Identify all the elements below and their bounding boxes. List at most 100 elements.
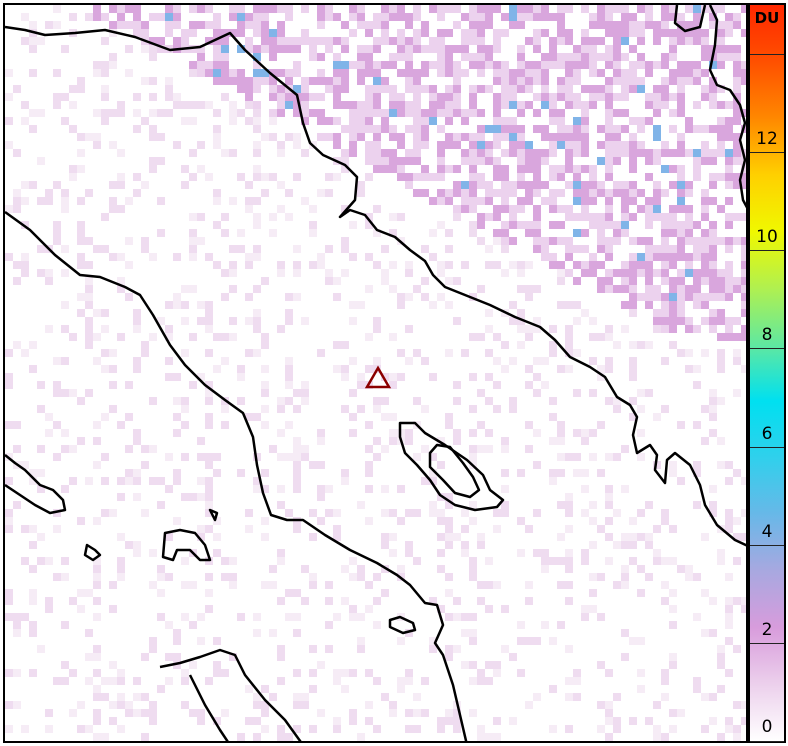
so2-pixel [485,445,493,453]
so2-pixel [605,101,613,109]
so2-pixel [525,69,533,77]
so2-pixel [189,29,197,37]
so2-pixel [573,469,581,477]
so2-pixel [629,277,637,285]
so2-pixel [149,53,157,61]
so2-pixel [269,85,277,93]
so2-pixel [37,445,45,453]
so2-pixel [245,349,253,357]
so2-pixel [421,709,429,717]
so2-pixel [613,693,621,701]
so2-pixel [205,573,213,581]
so2-pixel [557,277,565,285]
so2-pixel [165,93,173,101]
so2-pixel [573,149,581,157]
so2-pixel [229,285,237,293]
so2-pixel [189,245,197,253]
so2-pixel [213,125,221,133]
so2-pixel [509,69,517,77]
so2-pixel [165,373,173,381]
so2-pixel [733,133,741,141]
so2-pixel [133,125,141,133]
so2-pixel [293,693,301,701]
so2-pixel [181,581,189,589]
colorbar-tick [750,741,784,742]
so2-pixel [325,173,333,181]
so2-pixel [629,13,637,21]
so2-pixel [533,373,541,381]
so2-pixel [453,397,461,405]
so2-pixel [349,109,357,117]
so2-pixel [61,301,69,309]
so2-pixel [733,13,741,21]
volcano-triangle-icon[interactable] [364,365,392,389]
so2-pixel [173,101,181,109]
so2-pixel [133,357,141,365]
so2-pixel [557,453,565,461]
so2-pixel [477,181,485,189]
so2-pixel [245,293,253,301]
so2-pixel [93,69,101,77]
so2-pixel [61,325,69,333]
so2-pixel [269,53,277,61]
map-panel[interactable] [3,3,748,743]
so2-pixel [509,357,517,365]
so2-pixel [365,69,373,77]
so2-pixel [653,181,661,189]
so2-pixel [709,277,717,285]
so2-pixel [613,269,621,277]
so2-pixel [469,501,477,509]
so2-pixel [301,445,309,453]
so2-pixel [413,85,421,93]
so2-pixel [29,477,37,485]
so2-pixel [245,509,253,517]
so2-pixel [317,53,325,61]
so2-pixel [445,229,453,237]
so2-pixel [149,45,157,53]
so2-pixel [509,301,517,309]
so2-pixel [253,221,261,229]
so2-pixel [493,661,501,669]
so2-pixel [197,493,205,501]
island-west [5,454,67,515]
so2-pixel [493,77,501,85]
so2-pixel [389,533,397,541]
so2-pixel [453,533,461,541]
so2-pixel [413,5,421,13]
so2-pixel [669,317,677,325]
so2-pixel [125,45,133,53]
so2-pixel [565,269,573,277]
so2-pixel [581,85,589,93]
so2-pixel [77,253,85,261]
so2-pixel [93,437,101,445]
so2-pixel [365,61,373,69]
so2-pixel [645,221,653,229]
so2-pixel [469,573,477,581]
so2-pixel [437,37,445,45]
so2-pixel [581,605,589,613]
so2-pixel [285,213,293,221]
so2-pixel [517,85,525,93]
so2-pixel [421,677,429,685]
so2-pixel [101,509,109,517]
so2-pixel [389,509,397,517]
so2-pixel [349,125,357,133]
so2-pixel [397,349,405,357]
so2-pixel [21,349,29,357]
so2-pixel [525,149,533,157]
colorbar-tick [750,446,784,448]
so2-pixel [725,13,733,21]
so2-pixel [125,237,133,245]
so2-pixel [293,477,301,485]
so2-pixel [685,269,693,277]
so2-pixel [245,77,253,85]
so2-pixel [717,309,725,317]
so2-pixel [565,365,573,373]
so2-pixel [621,5,629,13]
so2-pixel [581,45,589,53]
so2-pixel [501,509,509,517]
so2-pixel [477,141,485,149]
so2-pixel [277,653,285,661]
so2-pixel [349,613,357,621]
so2-pixel [117,285,125,293]
